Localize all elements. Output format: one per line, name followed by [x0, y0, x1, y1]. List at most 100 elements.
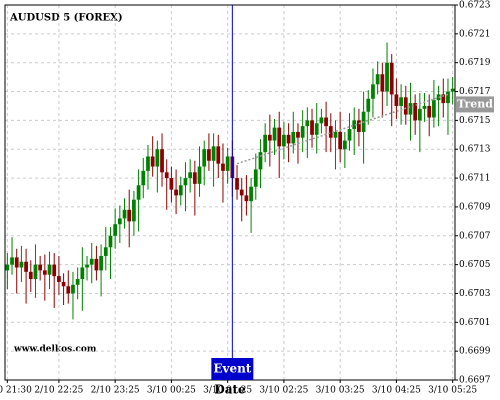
- candle-body: [357, 120, 361, 132]
- event-label-box: [211, 358, 254, 380]
- candle-body: [108, 235, 113, 248]
- candle-body: [211, 146, 216, 161]
- candle-body: [38, 264, 43, 271]
- candle-body: [183, 178, 188, 186]
- candle-body: [10, 257, 14, 265]
- candle-body: [258, 152, 263, 170]
- candle-body: [253, 169, 258, 187]
- candle-body: [375, 74, 380, 85]
- candle-body: [155, 149, 160, 167]
- candle-body: [380, 74, 385, 92]
- y-tick-label: 0.6697: [459, 376, 491, 386]
- y-tick-label: 0.6715: [459, 116, 491, 126]
- candle-body: [446, 91, 450, 104]
- candle-body: [272, 127, 277, 141]
- candle-body: [52, 264, 57, 277]
- candle-body: [146, 156, 150, 171]
- y-tick-label: 0.6717: [459, 87, 491, 97]
- candle-body: [366, 98, 371, 112]
- trend-label-box: [456, 96, 494, 113]
- candle-body: [5, 264, 10, 271]
- candle-body: [61, 281, 66, 287]
- candle-body: [94, 258, 99, 271]
- candle-body: [291, 131, 296, 144]
- candle-body: [75, 279, 80, 285]
- candle-body: [300, 126, 305, 138]
- candle-body: [408, 103, 413, 115]
- candle-body: [24, 261, 28, 272]
- candle-body: [225, 156, 230, 171]
- y-tick-label: 0.6713: [459, 145, 491, 155]
- x-tick-label: 2/10 21:30: [0, 386, 32, 396]
- y-tick-label: 0.6723: [459, 1, 491, 11]
- candle-body: [342, 140, 347, 150]
- candle-body: [267, 134, 272, 141]
- candle-body: [286, 134, 291, 144]
- candle-body: [422, 105, 427, 109]
- candle-body: [192, 172, 197, 184]
- candle-body: [277, 127, 282, 147]
- candle-body: [328, 126, 333, 138]
- candle-body: [310, 120, 314, 135]
- x-tick-label: 2/10 22:25: [34, 386, 83, 396]
- x-tick-label: 3/10 01:25: [203, 386, 252, 396]
- x-tick-label: 3/10 02:25: [259, 386, 308, 396]
- candle-body: [80, 267, 85, 280]
- x-tick-label: 3/10 03:25: [316, 386, 365, 396]
- candle-body: [47, 264, 52, 275]
- candle-body: [216, 146, 221, 164]
- candle-body: [113, 224, 118, 236]
- candle-body: [14, 257, 19, 268]
- candle-body: [244, 195, 249, 202]
- candle-body: [188, 172, 193, 179]
- candle-body: [324, 117, 328, 127]
- candle-body: [66, 286, 71, 294]
- candle-body: [282, 134, 286, 147]
- candle-body: [450, 88, 455, 92]
- y-tick-label: 0.6721: [459, 29, 491, 39]
- candle-body: [249, 186, 253, 202]
- candle-body: [160, 149, 164, 173]
- event-label: Event: [213, 362, 251, 376]
- candle-body: [263, 134, 268, 153]
- candles: [5, 42, 455, 320]
- candle-body: [122, 209, 127, 219]
- y-tick-label: 0.6705: [459, 260, 491, 270]
- candle-body: [136, 185, 141, 200]
- candle-body: [413, 103, 418, 121]
- x-axis-label: Date: [214, 383, 246, 397]
- candle-body: [19, 261, 24, 268]
- candle-body: [305, 120, 310, 127]
- candle-body: [385, 62, 389, 92]
- x-tick-label: 3/10 00:25: [147, 386, 196, 396]
- candle-body: [202, 149, 207, 167]
- candle-body: [389, 62, 394, 95]
- x-tick-label: 3/10 04:25: [372, 386, 421, 396]
- candle-body: [347, 129, 352, 141]
- trend-label: Trend: [457, 97, 493, 110]
- candle-body: [85, 264, 89, 268]
- x-tick-label: 2/10 23:25: [91, 386, 140, 396]
- candle-body: [441, 94, 446, 104]
- candle-body: [169, 178, 174, 190]
- candle-body: [333, 131, 338, 138]
- y-tick-label: 0.6709: [459, 202, 491, 212]
- candle-body: [127, 209, 132, 222]
- watermark: www.delkos.com: [13, 345, 97, 355]
- y-tick-label: 0.6699: [459, 347, 491, 357]
- candle-body: [403, 97, 408, 115]
- candle-body: [239, 189, 244, 196]
- y-tick-label: 0.6707: [459, 231, 491, 241]
- y-tick-label: 0.6711: [459, 174, 491, 184]
- candle-body: [296, 131, 300, 138]
- x-tick-label: 3/10 05:25: [428, 386, 477, 396]
- candle-body: [117, 218, 122, 225]
- candle-body: [57, 276, 61, 282]
- candle-body: [352, 120, 357, 130]
- candle-body: [314, 123, 319, 135]
- candle-body: [427, 105, 432, 118]
- candle-body: [89, 258, 94, 265]
- candle-body: [71, 284, 75, 294]
- candle-body: [197, 166, 202, 184]
- candle-body: [174, 189, 178, 196]
